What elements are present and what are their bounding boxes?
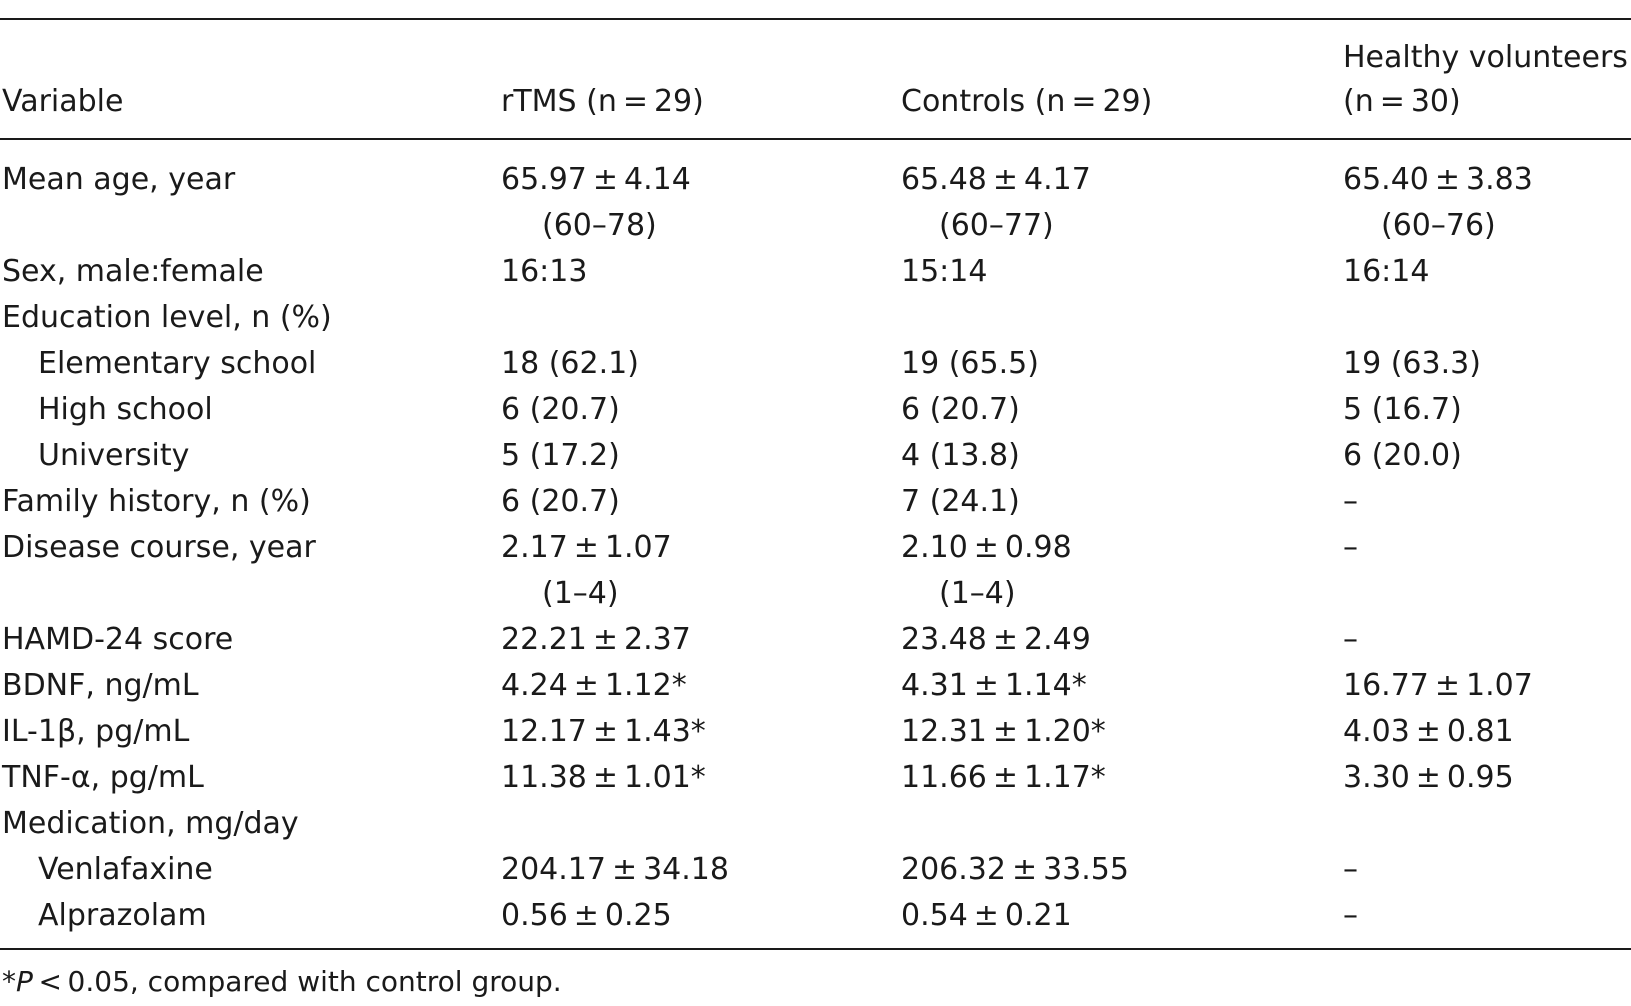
cell-elementary-healthy: 19 (63.3) — [1343, 346, 1481, 381]
row-label-alprazolam: Alprazolam — [38, 898, 207, 933]
row-label-elementary: Elementary school — [38, 346, 317, 381]
cell-disease-course-controls: 2.10 ± 0.98 — [901, 530, 1072, 565]
cell-mean-age-controls: 65.48 ± 4.17 — [901, 162, 1091, 197]
cell-venlafaxine-healthy: – — [1343, 852, 1358, 887]
footnote-star: * — [2, 965, 16, 998]
cell-tnfa-healthy: 3.30 ± 0.95 — [1343, 760, 1514, 795]
row-label-medication: Medication, mg/day — [2, 806, 299, 841]
header-rtms: rTMS (n = 29) — [501, 84, 704, 119]
cell-venlafaxine-controls: 206.32 ± 33.55 — [901, 852, 1129, 887]
header-healthy-line2: (n = 30) — [1343, 84, 1461, 119]
cell-family-history-controls: 7 (24.1) — [901, 484, 1020, 519]
cell-high-school-rtms: 6 (20.7) — [501, 392, 620, 427]
cell-hamd-controls: 23.48 ± 2.49 — [901, 622, 1091, 657]
cell-sex-controls: 15:14 — [901, 254, 988, 289]
cell-tnfa-controls: 11.66 ± 1.17* — [901, 760, 1106, 795]
row-label-tnfa: TNF-α, pg/mL — [2, 760, 204, 795]
cell-disease-course-healthy: – — [1343, 530, 1358, 565]
row-label-sex: Sex, male:female — [2, 254, 264, 289]
row-label-high-school: High school — [38, 392, 213, 427]
row-label-education: Education level, n (%) — [2, 300, 332, 335]
cell-hamd-rtms: 22.21 ± 2.37 — [501, 622, 691, 657]
cell-disease-course-controls-range: (1–4) — [939, 576, 1016, 611]
bottom-rule — [0, 948, 1631, 950]
footnote-text: < 0.05, compared with control group. — [32, 965, 562, 998]
row-label-university: University — [38, 438, 190, 473]
header-controls: Controls (n = 29) — [901, 84, 1153, 119]
row-label-family-history: Family history, n (%) — [2, 484, 311, 519]
cell-disease-course-rtms: 2.17 ± 1.07 — [501, 530, 672, 565]
header-healthy-line1: Healthy volunteers — [1343, 40, 1628, 75]
cell-high-school-healthy: 5 (16.7) — [1343, 392, 1462, 427]
cell-family-history-healthy: – — [1343, 484, 1358, 519]
cell-elementary-rtms: 18 (62.1) — [501, 346, 639, 381]
top-rule — [0, 18, 1631, 20]
cell-bdnf-healthy: 16.77 ± 1.07 — [1343, 668, 1533, 703]
header-rule — [0, 138, 1631, 140]
cell-alprazolam-rtms: 0.56 ± 0.25 — [501, 898, 672, 933]
row-label-il1b: IL-1β, pg/mL — [2, 714, 190, 749]
row-label-bdnf: BDNF, ng/mL — [2, 668, 199, 703]
row-label-venlafaxine: Venlafaxine — [38, 852, 213, 887]
row-label-mean-age: Mean age, year — [2, 162, 236, 197]
cell-university-controls: 4 (13.8) — [901, 438, 1020, 473]
cell-elementary-controls: 19 (65.5) — [901, 346, 1039, 381]
table-footnote: *P < 0.05, compared with control group. — [2, 962, 562, 1002]
cell-university-healthy: 6 (20.0) — [1343, 438, 1462, 473]
cell-alprazolam-healthy: – — [1343, 898, 1358, 933]
cell-mean-age-healthy: 65.40 ± 3.83 — [1343, 162, 1533, 197]
cell-mean-age-controls-range: (60–77) — [939, 208, 1054, 243]
cell-mean-age-rtms-range: (60–78) — [542, 208, 657, 243]
footnote-p: P — [16, 965, 33, 998]
row-label-hamd: HAMD-24 score — [2, 622, 234, 657]
cell-university-rtms: 5 (17.2) — [501, 438, 620, 473]
cell-il1b-controls: 12.31 ± 1.20* — [901, 714, 1106, 749]
cell-high-school-controls: 6 (20.7) — [901, 392, 1020, 427]
cell-il1b-rtms: 12.17 ± 1.43* — [501, 714, 706, 749]
cell-tnfa-rtms: 11.38 ± 1.01* — [501, 760, 706, 795]
row-label-disease-course: Disease course, year — [2, 530, 316, 565]
cell-mean-age-rtms: 65.97 ± 4.14 — [501, 162, 691, 197]
cell-bdnf-controls: 4.31 ± 1.14* — [901, 668, 1087, 703]
cell-mean-age-healthy-range: (60–76) — [1381, 208, 1496, 243]
cell-disease-course-rtms-range: (1–4) — [542, 576, 619, 611]
cell-sex-healthy: 16:14 — [1343, 254, 1430, 289]
cell-hamd-healthy: – — [1343, 622, 1358, 657]
cell-bdnf-rtms: 4.24 ± 1.12* — [501, 668, 687, 703]
cell-sex-rtms: 16:13 — [501, 254, 588, 289]
cell-alprazolam-controls: 0.54 ± 0.21 — [901, 898, 1072, 933]
cell-family-history-rtms: 6 (20.7) — [501, 484, 620, 519]
cell-il1b-healthy: 4.03 ± 0.81 — [1343, 714, 1514, 749]
header-variable: Variable — [2, 84, 124, 119]
cell-venlafaxine-rtms: 204.17 ± 34.18 — [501, 852, 729, 887]
